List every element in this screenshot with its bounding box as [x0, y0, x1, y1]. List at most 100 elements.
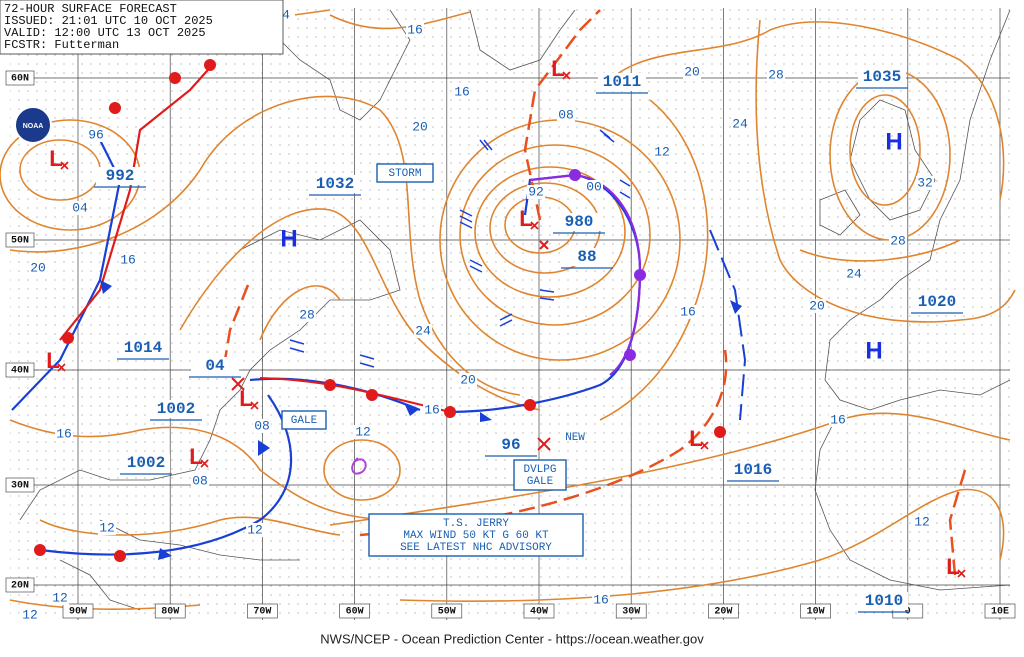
warm-front-symbol [714, 426, 726, 438]
warm-front-symbol [169, 72, 181, 84]
isobar [755, 19, 1016, 323]
isobar-label-bg [98, 521, 116, 535]
isobar-label-bg [119, 253, 137, 267]
isobar-label: 16 [407, 22, 423, 37]
longitude-label: 30W [622, 607, 640, 618]
isobar-label-bg [557, 108, 575, 122]
coastlines [19, 9, 1011, 611]
cold-front-symbol [158, 548, 172, 560]
wind-barbs [289, 129, 631, 368]
pressure-label-bg [858, 68, 906, 86]
longitude-label-box [339, 603, 370, 619]
warm-front-symbol [366, 389, 378, 401]
isobar-label-bg [653, 145, 671, 159]
isobar-label: 28 [299, 307, 315, 322]
pressure-label: 1020 [918, 293, 956, 311]
isobar-label-bg [87, 128, 105, 142]
isobar-label: 20 [412, 119, 428, 134]
coast [849, 99, 936, 221]
high-center: H [885, 128, 902, 155]
occluded-front-symbol [569, 169, 581, 181]
occluded-front-symbol [624, 349, 636, 361]
isobar-label: 24 [732, 116, 748, 131]
pressure-label-bg [555, 213, 603, 231]
cold-front-symbol [258, 440, 270, 456]
isobar-label: 00 [586, 179, 602, 194]
isobar-label: 92 [528, 184, 544, 199]
pressure-label: 96 [501, 436, 520, 454]
text-box [513, 459, 567, 491]
isobar [323, 439, 401, 501]
isobar [39, 516, 341, 536]
longitude-label: 20W [714, 607, 732, 618]
trough [523, 9, 601, 221]
isobar-label: 12 [355, 424, 371, 439]
pressure-label-bg [152, 400, 200, 418]
latitude-label-box [5, 70, 35, 86]
isobar-label-bg [354, 425, 372, 439]
coast [19, 219, 401, 521]
cold-front-symbol [100, 280, 112, 294]
box-text: GALE [291, 415, 318, 427]
isobar-label: 20 [684, 64, 700, 79]
longitude-label-box [615, 603, 647, 619]
isobar-label: 28 [890, 233, 906, 248]
low-center: L [689, 426, 702, 451]
text-box [368, 513, 584, 557]
isobar [329, 412, 1011, 526]
isobar-label-bg [829, 413, 847, 427]
wind-barb [289, 129, 631, 368]
warm-front-symbol [114, 550, 126, 562]
isobar-label: 16 [680, 304, 696, 319]
isobar-label: 16 [56, 426, 72, 441]
isobar-label: 24 [846, 266, 862, 281]
high-center: H [865, 337, 882, 364]
text-box [376, 163, 434, 183]
isobar-label: 96 [88, 127, 104, 142]
isobar-label-bg [731, 117, 749, 131]
pressure-label: 1002 [157, 400, 195, 418]
isobar-label-bg [51, 591, 69, 605]
coast [469, 9, 576, 71]
isobar [329, 11, 471, 30]
isobar [459, 144, 651, 326]
low-center-x [957, 569, 966, 578]
pressure-label-bg [311, 175, 359, 193]
warm-front-symbol [524, 399, 536, 411]
pressure-label-bg [96, 167, 144, 185]
coast [259, 9, 411, 121]
low-center: L [946, 554, 959, 579]
low-center: L [239, 386, 252, 411]
pressure-label: 1032 [316, 175, 354, 193]
pressure-label: 1002 [127, 454, 165, 472]
coast [824, 9, 1011, 411]
isobar-label: 16 [830, 412, 846, 427]
tropical-storm-symbol [351, 457, 367, 475]
longitude-label: 90W [69, 607, 87, 618]
isobar-label: 4 [282, 7, 290, 22]
isobar-label-bg [679, 305, 697, 319]
latitude-label-box [5, 362, 35, 378]
warm-front-symbol [204, 59, 216, 71]
isobar-label: 04 [72, 200, 88, 215]
low-center: L [46, 348, 59, 373]
isobar-label-bg [55, 427, 73, 441]
latitude-label: 30N [11, 481, 29, 492]
pressure-label: 980 [565, 213, 594, 231]
latitude-label-box [5, 477, 35, 493]
coast [99, 519, 300, 561]
latitude-label-box [5, 232, 35, 248]
pressure-label: 1010 [865, 592, 903, 610]
isobar-label-bg [585, 180, 603, 194]
longitude-label-box [154, 603, 186, 619]
coast [814, 419, 1011, 591]
pressure-label-bg [860, 592, 908, 610]
longitude-label-box [247, 603, 278, 619]
isobar-label: 16 [120, 252, 136, 267]
isobar-label: 20 [809, 298, 825, 313]
isobar-label: 32 [917, 175, 933, 190]
isobar-label: 28 [768, 67, 784, 82]
coast [59, 559, 141, 611]
warm-front-symbol [109, 102, 121, 114]
